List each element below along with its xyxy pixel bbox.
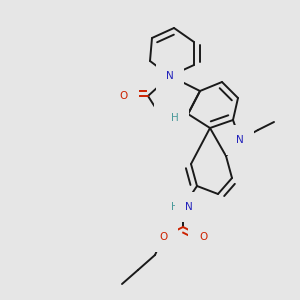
Text: O: O	[159, 232, 167, 242]
Text: N: N	[236, 135, 244, 145]
Text: H: H	[171, 202, 179, 212]
Text: N: N	[166, 71, 174, 81]
Text: N: N	[185, 202, 193, 212]
Text: N: N	[164, 113, 172, 123]
Text: O: O	[120, 91, 128, 101]
Text: H: H	[171, 113, 179, 123]
Text: O: O	[199, 232, 207, 242]
